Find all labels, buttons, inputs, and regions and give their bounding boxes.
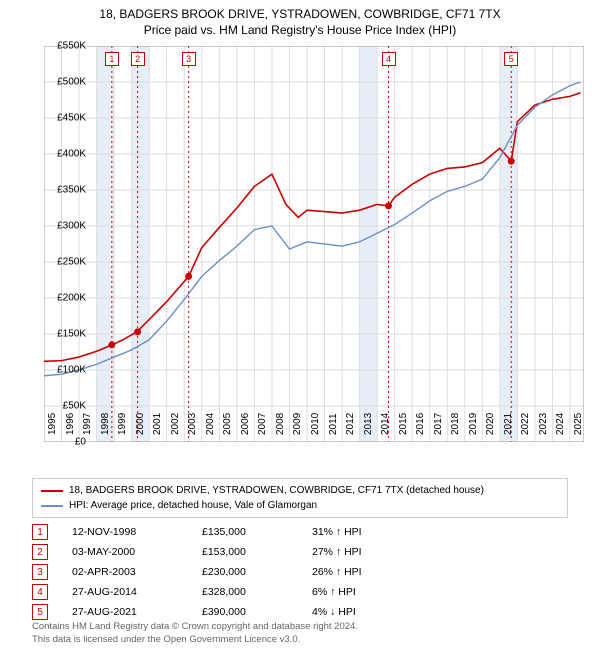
event-num: 2 <box>32 544 48 560</box>
event-price: £153,000 <box>202 546 312 558</box>
event-date: 27-AUG-2021 <box>72 606 202 618</box>
x-tick-label: 2020 <box>485 413 496 435</box>
event-diff: 26% ↑ HPI <box>312 566 402 578</box>
event-marker-5: 5 <box>504 52 518 66</box>
x-tick-label: 2018 <box>450 413 461 435</box>
event-num: 3 <box>32 564 48 580</box>
event-num: 5 <box>32 604 48 620</box>
x-tick-label: 2009 <box>292 413 303 435</box>
x-tick-label: 1996 <box>65 413 76 435</box>
event-diff: 4% ↓ HPI <box>312 606 402 618</box>
event-num: 4 <box>32 584 48 600</box>
x-tick-label: 2005 <box>222 413 233 435</box>
y-tick-label: £200K <box>46 293 86 304</box>
y-tick-label: £100K <box>46 365 86 376</box>
event-date: 27-AUG-2014 <box>72 586 202 598</box>
x-tick-label: 2016 <box>415 413 426 435</box>
chart-title: 18, BADGERS BROOK DRIVE, YSTRADOWEN, COW… <box>0 0 600 38</box>
event-date: 12-NOV-1998 <box>72 526 202 538</box>
event-price: £230,000 <box>202 566 312 578</box>
x-tick-label: 1998 <box>100 413 111 435</box>
x-tick-label: 2001 <box>152 413 163 435</box>
x-tick-label: 2008 <box>275 413 286 435</box>
event-row: 2 03-MAY-2000£153,00027% ↑ HPI <box>32 542 568 562</box>
y-tick-label: £0 <box>46 437 86 448</box>
event-diff: 27% ↑ HPI <box>312 546 402 558</box>
legend-label-2: HPI: Average price, detached house, Vale… <box>69 498 317 513</box>
y-tick-label: £400K <box>46 149 86 160</box>
event-row: 4 27-AUG-2014£328,0006% ↑ HPI <box>32 582 568 602</box>
event-num: 1 <box>32 524 48 540</box>
x-tick-label: 2014 <box>380 413 391 435</box>
x-tick-label: 2003 <box>187 413 198 435</box>
event-date: 03-MAY-2000 <box>72 546 202 558</box>
x-tick-label: 2006 <box>240 413 251 435</box>
legend-item-hpi: HPI: Average price, detached house, Vale… <box>41 498 559 513</box>
event-marker-1: 1 <box>105 52 119 66</box>
event-marker-3: 3 <box>182 52 196 66</box>
y-tick-label: £50K <box>46 401 86 412</box>
legend-item-subject: 18, BADGERS BROOK DRIVE, YSTRADOWEN, COW… <box>41 483 559 498</box>
events-table: 1 12-NOV-1998£135,00031% ↑ HPI 2 03-MAY-200… <box>32 522 568 622</box>
y-tick-label: £250K <box>46 257 86 268</box>
x-tick-label: 1995 <box>47 413 58 435</box>
y-tick-label: £300K <box>46 221 86 232</box>
x-tick-label: 2002 <box>170 413 181 435</box>
x-tick-label: 2004 <box>205 413 216 435</box>
x-tick-label: 2019 <box>468 413 479 435</box>
x-tick-label: 2007 <box>257 413 268 435</box>
legend-label-1: 18, BADGERS BROOK DRIVE, YSTRADOWEN, COW… <box>69 483 484 498</box>
x-tick-label: 2012 <box>345 413 356 435</box>
x-tick-label: 2000 <box>135 413 146 435</box>
footer-text: Contains HM Land Registry data © Crown c… <box>32 621 358 646</box>
event-row: 5 27-AUG-2021£390,0004% ↓ HPI <box>32 602 568 622</box>
event-diff: 31% ↑ HPI <box>312 526 402 538</box>
event-row: 1 12-NOV-1998£135,00031% ↑ HPI <box>32 522 568 542</box>
event-price: £390,000 <box>202 606 312 618</box>
x-tick-label: 1997 <box>82 413 93 435</box>
x-tick-label: 2015 <box>398 413 409 435</box>
x-tick-label: 1999 <box>117 413 128 435</box>
y-tick-label: £350K <box>46 185 86 196</box>
x-tick-label: 2022 <box>520 413 531 435</box>
y-tick-label: £450K <box>46 113 86 124</box>
x-tick-label: 2011 <box>328 413 339 435</box>
legend-swatch-2 <box>41 505 63 507</box>
event-date: 02-APR-2003 <box>72 566 202 578</box>
x-tick-label: 2017 <box>433 413 444 435</box>
x-tick-label: 2023 <box>538 413 549 435</box>
event-row: 3 02-APR-2003£230,00026% ↑ HPI <box>32 562 568 582</box>
event-price: £135,000 <box>202 526 312 538</box>
event-diff: 6% ↑ HPI <box>312 586 402 598</box>
chart: £0£50K£100K£150K£200K£250K£300K£350K£400… <box>44 46 584 442</box>
x-tick-label: 2025 <box>573 413 584 435</box>
legend-swatch-1 <box>41 490 63 492</box>
event-marker-4: 4 <box>382 52 396 66</box>
y-tick-label: £500K <box>46 77 86 88</box>
x-tick-label: 2024 <box>555 413 566 435</box>
title-line-2: Price paid vs. HM Land Registry's House … <box>0 22 600 38</box>
y-tick-label: £150K <box>46 329 86 340</box>
title-line-1: 18, BADGERS BROOK DRIVE, YSTRADOWEN, COW… <box>0 6 600 22</box>
x-tick-label: 2013 <box>363 413 374 435</box>
event-price: £328,000 <box>202 586 312 598</box>
legend: 18, BADGERS BROOK DRIVE, YSTRADOWEN, COW… <box>32 478 568 518</box>
event-marker-2: 2 <box>131 52 145 66</box>
x-tick-label: 2010 <box>310 413 321 435</box>
y-tick-label: £550K <box>46 41 86 52</box>
x-tick-label: 2021 <box>503 413 514 435</box>
